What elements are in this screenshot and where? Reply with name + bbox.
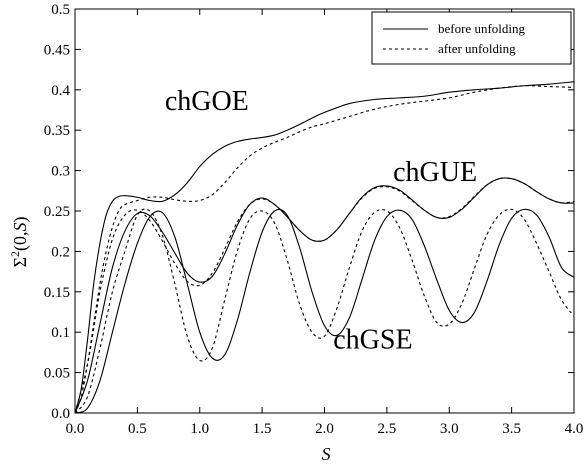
y-tick-label: 0.15 [44,285,70,301]
legend: before unfolding after unfolding [371,11,572,65]
x-tick-label: 2.0 [315,421,334,437]
x-tick-label: 0.5 [128,421,147,437]
x-tick-label: 2.5 [378,421,397,437]
y-axis-title: Σ2(0,S) [8,217,31,268]
chgue-dashed-curve [74,177,575,414]
y-tick-label: 0.3 [51,164,70,180]
annotations-group: chGOE chGUE chGSE [165,86,477,355]
chgoe-solid-curve [74,81,575,414]
chgse-solid-curve [74,208,575,414]
y-tick-label: 0.45 [44,42,70,58]
chgse-dashed-curve [74,208,575,414]
y-tick-label: 0.4 [51,83,70,99]
x-axis-title: S [322,444,331,464]
y-tick-label: 0.35 [44,123,70,139]
y-tick-label: 0.05 [44,366,70,382]
legend-box [371,11,572,65]
ticks-group: 0.0 0.5 1.0 1.5 2.0 2.5 3.0 3.5 4.0 0.0 0.05 0.1 0.1… [44,2,584,437]
y-axis-title-close: ) [10,217,31,223]
legend-label-before-unfolding: before unfolding [438,21,526,36]
x-tick-label: 3.0 [440,421,459,437]
x-tick-label: 1.5 [253,421,272,437]
chgue-solid-curve [74,177,575,414]
y-axis-title-sigma: Σ [10,257,30,267]
chgse-annotation: chGSE [333,324,412,355]
y-axis-title-args: (0, [10,232,31,252]
chgoe-annotation: chGOE [165,86,249,117]
y-tick-label: 0.1 [51,325,70,341]
legend-label-after-unfolding: after unfolding [438,41,516,56]
y-tick-label: 0.5 [51,2,70,18]
y-tick-label: 0.2 [51,244,70,260]
x-tick-label: 0.0 [66,421,85,437]
chgoe-dashed-curve [74,85,575,414]
y-axis-title-var: S [10,223,30,232]
curves-group [74,81,575,414]
x-tick-label: 3.5 [502,421,521,437]
y-tick-label: 0.0 [51,406,70,422]
y-axis-title-sup: 2 [8,251,22,257]
x-tick-label: 4.0 [565,421,584,437]
x-tick-label: 1.0 [190,421,209,437]
y-tick-label: 0.25 [44,204,70,220]
chgue-annotation: chGUE [393,157,477,188]
